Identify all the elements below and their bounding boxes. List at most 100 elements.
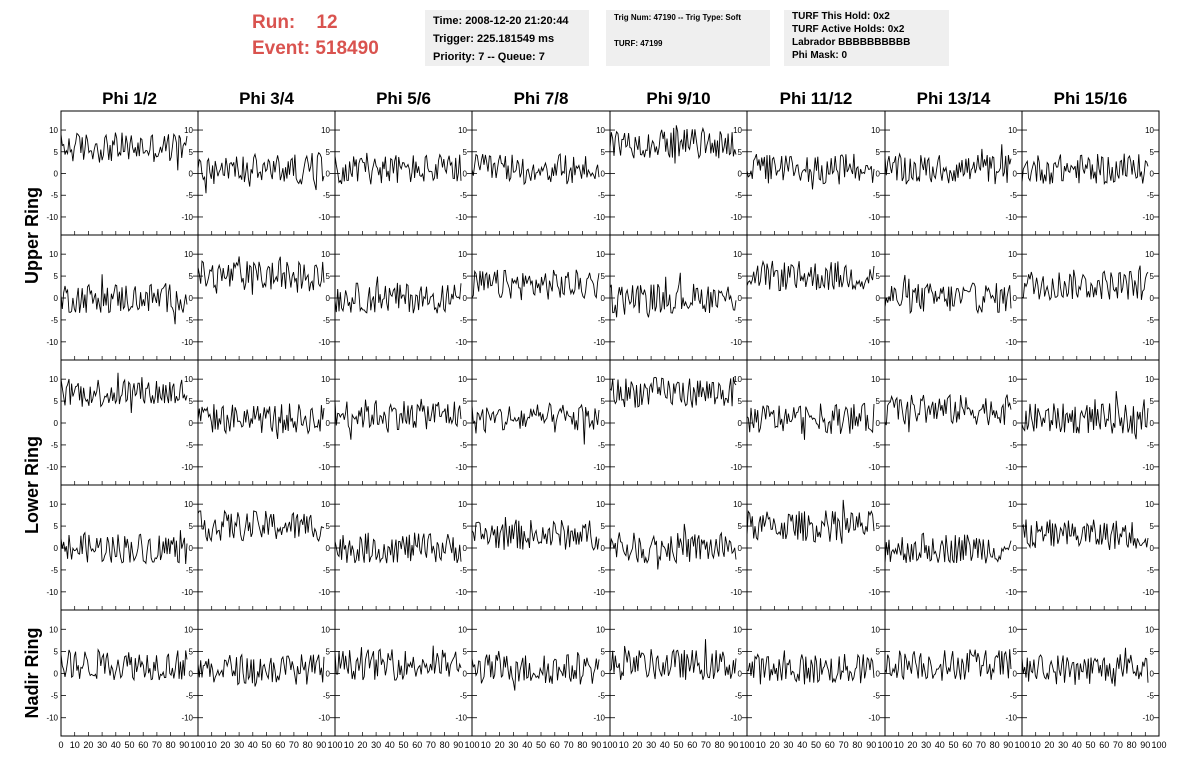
panel-frame: [60, 609, 199, 737]
y-tick-label-right: 10: [458, 126, 467, 135]
waveform-trace: [746, 402, 875, 440]
x-tick-label: 60: [138, 740, 148, 750]
x-tick-label: 40: [1072, 740, 1082, 750]
x-tick-label: 90: [1003, 740, 1013, 750]
y-tick-label-right: 0: [876, 419, 881, 428]
x-tick-label: 20: [770, 740, 780, 750]
y-tick-label-right: 10: [321, 375, 330, 384]
y-tick-label-right: -5: [873, 441, 881, 450]
event-label: Event:: [252, 38, 311, 59]
y-tick-label-right: 0: [1013, 670, 1018, 679]
y-tick-label-right: 10: [1008, 250, 1017, 259]
x-tick-label: 100: [602, 740, 617, 750]
y-tick-label-right: 5: [738, 148, 743, 157]
waveform-trace: [884, 144, 1012, 185]
y-tick-label: -10: [46, 714, 58, 723]
y-tick-label: -10: [46, 213, 58, 222]
y-tick-label-right: 0: [601, 294, 606, 303]
y-tick-label-right: 0: [1150, 170, 1155, 179]
y-tick-label-right: 5: [1013, 397, 1018, 406]
y-tick-label-right: 10: [733, 625, 742, 634]
y-tick-label-right: -5: [598, 692, 606, 701]
x-tick-label: 100: [877, 740, 892, 750]
y-tick-label-right: 5: [189, 647, 194, 656]
x-tick-label: 30: [1058, 740, 1068, 750]
y-tick-label-right: -5: [1147, 191, 1155, 200]
y-tick-label-right: 5: [326, 272, 331, 281]
y-tick-label: 0: [54, 670, 59, 679]
waveform-trace: [471, 153, 600, 186]
run-event-box: Run: 12 Event: 518490: [252, 10, 379, 62]
x-tick-label: 50: [1085, 740, 1095, 750]
y-tick-label-right: -5: [186, 692, 194, 701]
waveform-trace: [609, 523, 737, 570]
y-tick-label: 5: [54, 397, 59, 406]
waveform-trace: [60, 274, 188, 325]
x-tick-label: 10: [756, 740, 766, 750]
y-tick-label-right: -10: [318, 463, 330, 472]
y-tick-label-right: 10: [1145, 250, 1154, 259]
x-tick-label: 40: [522, 740, 532, 750]
time-info-box: Time: 2008-12-20 21:20:44 Trigger: 225.1…: [425, 10, 589, 66]
y-tick-label-right: 0: [326, 294, 331, 303]
y-tick-label-right: 5: [463, 148, 468, 157]
y-tick-label: 5: [54, 272, 59, 281]
y-tick-label-right: -10: [1005, 338, 1017, 347]
y-tick-label-right: -10: [318, 588, 330, 597]
x-tick-label: 30: [97, 740, 107, 750]
waveform-trace: [1021, 647, 1149, 687]
x-tick-label: 60: [687, 740, 697, 750]
panel-frame: [334, 110, 473, 236]
y-tick-label-right: 10: [1145, 126, 1154, 135]
panel-frame: [471, 484, 611, 611]
waveform-trace: [471, 402, 600, 445]
x-tick-label: 30: [646, 740, 656, 750]
y-tick-label-right: 0: [1013, 544, 1018, 553]
y-tick-label-right: 5: [738, 647, 743, 656]
x-tick-label: 20: [632, 740, 642, 750]
x-tick-label: 50: [398, 740, 408, 750]
y-tick-label-right: 5: [601, 397, 606, 406]
y-tick-label-right: 0: [326, 544, 331, 553]
waveform-trace: [471, 269, 600, 301]
x-tick-label: 70: [839, 740, 849, 750]
x-tick-label: 70: [426, 740, 436, 750]
x-tick-label: 60: [412, 740, 422, 750]
y-tick-label: -5: [51, 692, 59, 701]
y-tick-label-right: -5: [735, 191, 743, 200]
x-tick-label: 60: [825, 740, 835, 750]
y-tick-label-right: 10: [871, 250, 880, 259]
y-tick-label-right: 5: [326, 148, 331, 157]
y-tick-label: 10: [49, 250, 58, 259]
y-tick-label-right: 10: [184, 625, 193, 634]
y-tick-label-right: 0: [876, 544, 881, 553]
y-tick-label: -5: [51, 191, 59, 200]
turf-info-box: TURF This Hold: 0x2 TURF Active Holds: 0…: [784, 10, 949, 66]
labrador-text: Labrador BBBBBBBBBB: [792, 37, 911, 48]
y-tick-label-right: 0: [189, 294, 194, 303]
panel-frame: [471, 234, 611, 361]
y-tick-label-right: 0: [463, 544, 468, 553]
panel-frame: [609, 359, 748, 486]
y-tick-label-right: -10: [868, 714, 880, 723]
y-tick-label-right: 0: [738, 544, 743, 553]
column-header: Phi 13/14: [917, 89, 991, 108]
x-tick-label: 20: [220, 740, 230, 750]
waveform-trace: [1021, 391, 1149, 440]
y-tick-label-right: 0: [738, 294, 743, 303]
y-tick-label-right: 0: [463, 419, 468, 428]
y-tick-label-right: 5: [326, 397, 331, 406]
y-tick-label-right: 0: [876, 670, 881, 679]
x-tick-label: 70: [564, 740, 574, 750]
y-tick-label-right: -10: [868, 588, 880, 597]
y-tick-label-right: -5: [1147, 692, 1155, 701]
y-tick-label-right: -5: [460, 191, 468, 200]
x-tick-label: 100: [190, 740, 205, 750]
y-tick-label-right: 5: [738, 272, 743, 281]
waveform-trace: [609, 125, 737, 164]
waveform-trace: [334, 645, 462, 681]
y-tick-label-right: 5: [601, 647, 606, 656]
x-tick-label: 60: [550, 740, 560, 750]
x-tick-label: 40: [660, 740, 670, 750]
y-tick-label: -10: [46, 338, 58, 347]
